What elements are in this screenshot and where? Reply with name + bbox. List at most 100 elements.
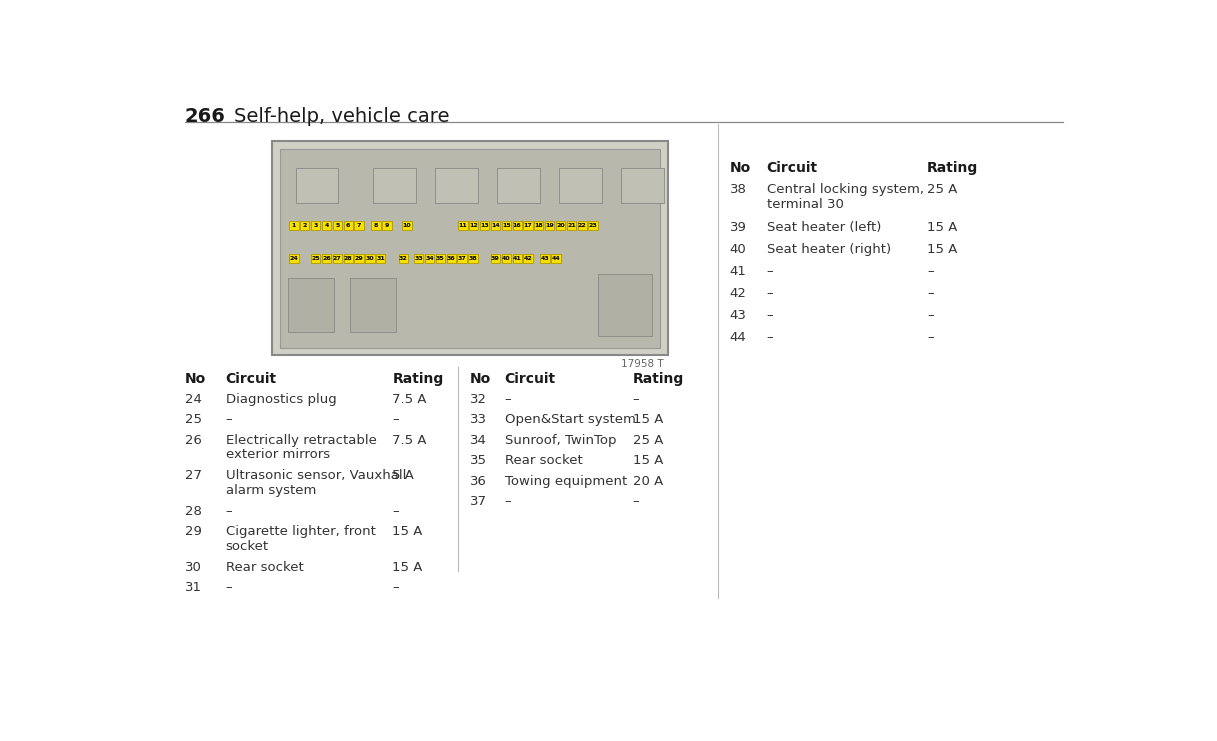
Bar (280, 149, 660, 348)
Bar (403, 221, 411, 230)
Text: –: – (927, 330, 933, 344)
Text: 28: 28 (185, 505, 202, 518)
Bar (469, 253, 477, 263)
Bar (567, 221, 576, 230)
Text: 37: 37 (458, 256, 466, 261)
Text: Circuit: Circuit (225, 372, 277, 386)
Text: Electrically retractable: Electrically retractable (225, 433, 376, 447)
Text: Open&Start system: Open&Start system (505, 413, 635, 426)
Text: 15 A: 15 A (392, 561, 422, 574)
Bar (290, 253, 298, 263)
Bar (343, 253, 353, 263)
Text: –: – (505, 393, 511, 406)
Text: –: – (505, 496, 511, 508)
Text: –: – (392, 505, 399, 518)
Text: exterior mirrors: exterior mirrors (225, 448, 330, 461)
Bar (372, 168, 416, 203)
Text: Towing equipment: Towing equipment (505, 475, 627, 488)
Bar (382, 221, 392, 230)
Bar (551, 253, 561, 263)
Bar (512, 221, 522, 230)
Bar (321, 221, 331, 230)
Text: Ultrasonic sensor, Vauxhall: Ultrasonic sensor, Vauxhall (225, 469, 406, 482)
Bar (540, 253, 550, 263)
Text: 14: 14 (492, 223, 500, 227)
Text: 38: 38 (729, 182, 746, 196)
Bar (399, 253, 408, 263)
Bar (365, 253, 375, 263)
Text: 25 A: 25 A (927, 182, 958, 196)
Text: 22: 22 (578, 223, 587, 227)
Text: 16: 16 (512, 223, 522, 227)
Bar (447, 253, 456, 263)
Text: 27: 27 (333, 256, 342, 261)
Text: 37: 37 (470, 496, 487, 508)
Text: 34: 34 (470, 433, 487, 447)
Text: Circuit: Circuit (767, 161, 818, 175)
Text: Cigarette lighter, front: Cigarette lighter, front (225, 525, 376, 539)
Text: –: – (927, 287, 933, 299)
Bar (458, 253, 467, 263)
Text: 6: 6 (346, 223, 350, 227)
Text: 36: 36 (447, 256, 455, 261)
Text: 25 A: 25 A (633, 433, 663, 447)
Text: 41: 41 (512, 256, 522, 261)
Bar (312, 221, 320, 230)
Bar (371, 221, 381, 230)
Bar (343, 221, 353, 230)
Text: –: – (927, 265, 933, 278)
Bar (414, 253, 424, 263)
Text: 28: 28 (344, 256, 353, 261)
Text: 13: 13 (481, 223, 489, 227)
Text: 7.5 A: 7.5 A (392, 433, 427, 447)
Text: 25: 25 (312, 256, 320, 261)
Bar (469, 221, 478, 230)
Text: Seat heater (left): Seat heater (left) (767, 221, 881, 233)
Text: 10: 10 (403, 223, 411, 227)
Bar (534, 221, 544, 230)
Text: No: No (470, 372, 492, 386)
Text: Rear socket: Rear socket (505, 454, 583, 468)
Text: 29: 29 (185, 525, 202, 539)
Text: 8: 8 (374, 223, 378, 227)
Bar (589, 221, 598, 230)
Text: 31: 31 (376, 256, 385, 261)
Text: 42: 42 (523, 256, 532, 261)
Text: 32: 32 (399, 256, 408, 261)
Text: No: No (729, 161, 751, 175)
Text: 25: 25 (185, 413, 202, 426)
Text: 34: 34 (425, 256, 434, 261)
Text: 15 A: 15 A (927, 221, 958, 233)
Bar (332, 221, 342, 230)
Bar (434, 168, 477, 203)
Text: 38: 38 (469, 256, 477, 261)
Text: Central locking system,: Central locking system, (767, 182, 924, 196)
Text: 7.5 A: 7.5 A (392, 393, 427, 406)
Bar (559, 168, 601, 203)
Bar (354, 253, 364, 263)
Text: 5 A: 5 A (392, 469, 414, 482)
Text: 18: 18 (534, 223, 543, 227)
Bar (501, 221, 511, 230)
Text: 15 A: 15 A (633, 413, 663, 426)
Text: 24: 24 (290, 256, 298, 261)
Text: Rating: Rating (927, 161, 978, 175)
Bar (490, 253, 500, 263)
Text: 35: 35 (470, 454, 487, 468)
Text: 23: 23 (589, 223, 598, 227)
Text: 39: 39 (729, 221, 746, 233)
Bar (349, 279, 397, 332)
Bar (621, 168, 663, 203)
Bar (459, 221, 467, 230)
Bar (376, 253, 386, 263)
Text: 26: 26 (185, 433, 202, 447)
Text: 7: 7 (357, 223, 361, 227)
Text: 35: 35 (436, 256, 444, 261)
Bar (523, 221, 533, 230)
Text: 44: 44 (551, 256, 560, 261)
Text: 43: 43 (540, 256, 549, 261)
Bar (523, 253, 533, 263)
Text: 3: 3 (314, 223, 318, 227)
Text: 2: 2 (303, 223, 307, 227)
Bar (512, 253, 522, 263)
